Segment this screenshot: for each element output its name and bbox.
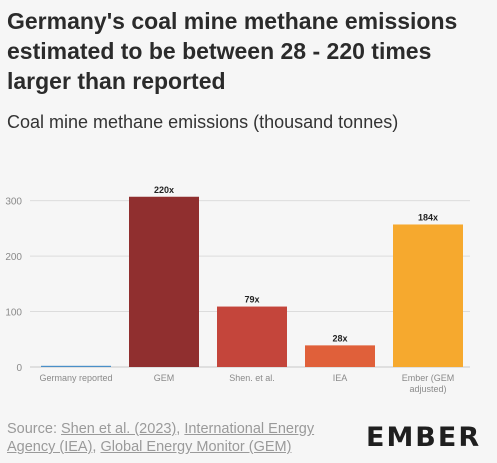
chart-subtitle: Coal mine methane emissions (thousand to… [7, 112, 399, 132]
x-tick-label: IEA [333, 373, 348, 383]
source-prefix: Source: [7, 421, 61, 437]
x-tick-label: adjusted) [409, 384, 446, 394]
bar [217, 306, 287, 367]
data-label: 79x [244, 295, 259, 305]
x-tick-label: Shen. et al. [229, 373, 275, 383]
chart-title: Germany's coal mine methane emissions es… [7, 8, 458, 94]
y-tick-label: 100 [5, 308, 22, 319]
bar [305, 345, 375, 367]
bar [41, 365, 111, 367]
ember-logo: EMBER [366, 422, 482, 453]
source-separator: , [92, 439, 101, 455]
y-tick-label: 300 [5, 197, 22, 208]
source-note: Source: Shen et al. (2023), Internationa… [7, 420, 337, 456]
bar [129, 196, 199, 367]
bar [393, 224, 463, 367]
y-tick-label: 200 [5, 252, 22, 263]
data-label: 220x [154, 185, 174, 195]
source-link-gem[interactable]: Global Energy Monitor (GEM) [100, 439, 292, 455]
data-label: 28x [332, 333, 347, 343]
data-label: 184x [418, 212, 438, 222]
x-tick-label: Ember (GEM [402, 373, 455, 383]
x-tick-label: Germany reported [39, 373, 112, 383]
x-tick-label: GEM [154, 373, 175, 383]
y-tick-label: 0 [16, 363, 22, 374]
source-link-iea[interactable]: International Energy Agency (IEA) [7, 421, 315, 455]
source-separator: , [176, 421, 185, 437]
source-link-shen[interactable]: Shen et al. (2023) [61, 421, 177, 437]
